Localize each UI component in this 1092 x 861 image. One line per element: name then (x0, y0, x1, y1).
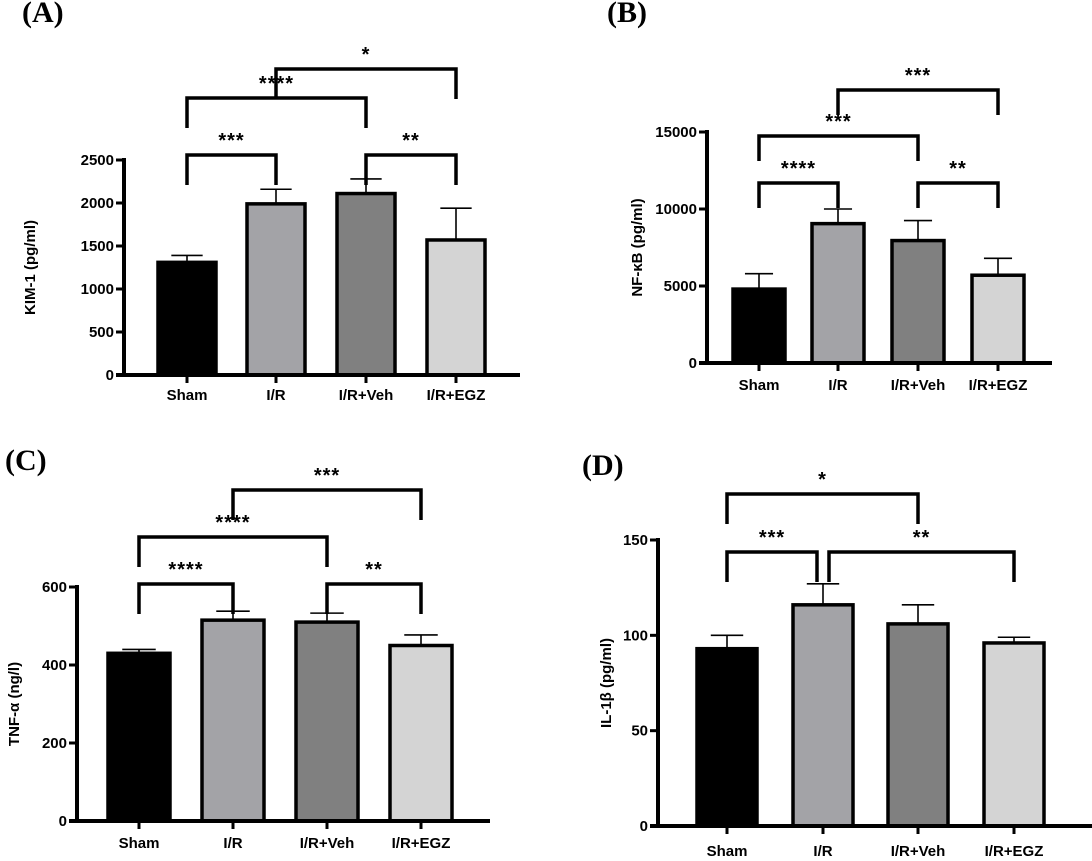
x-tick-label: I/R+EGZ (969, 377, 1028, 394)
bar-i-r (791, 603, 855, 828)
y-tick-label: 5000 (664, 278, 697, 295)
y-tick-label: 0 (640, 818, 648, 835)
bar-i-r (810, 221, 866, 365)
y-axis-title: IL-1β (pg/ml) (598, 638, 615, 728)
panel-label: (C) (5, 444, 47, 477)
significance-label: *** (218, 130, 244, 152)
y-tick-label: 1000 (81, 281, 114, 298)
panel-label: (B) (607, 0, 647, 29)
y-tick-label: 2500 (81, 152, 114, 169)
y-tick-label: 400 (42, 657, 67, 674)
x-tick-label: I/R (828, 377, 847, 394)
panel-b: (B) NF-κB (pg/ml) 0 5000 10000 15000 Sham I/R I/… (607, 0, 1052, 394)
x-tick-label: I/R (223, 835, 242, 852)
significance-label: * (362, 44, 371, 66)
y-tick-label: 100 (623, 627, 648, 644)
y-tick-label: 1500 (81, 238, 114, 255)
y-tick-label: 0 (106, 367, 114, 384)
significance-label: ** (365, 559, 383, 581)
panel-a: (A) KIM-1 (pg/ml) 0 500 1000 1500 2000 2500 Sham… (22, 0, 520, 404)
significance-label: **** (781, 158, 816, 180)
significance-bracket (325, 582, 423, 614)
significance-bracket (827, 550, 1016, 582)
panel-c: (C) TNF-α (ng/l) 0 200 400 600 Sham I/R I/R+Veh I… (5, 444, 490, 852)
bar-sham (156, 260, 218, 377)
x-tick-label: I/R (266, 387, 285, 404)
y-tick-label: 150 (623, 532, 648, 549)
x-tick-label: I/R+Veh (891, 843, 946, 860)
significance-bracket (725, 550, 819, 582)
panel-d: (D) IL-1β (pg/ml) 0 50 100 150 Sham I/R I/R+Veh I… (582, 449, 1092, 860)
bar-i-r-veh (886, 622, 950, 828)
significance-bracket (836, 88, 1000, 115)
x-tick-label: I/R+EGZ (392, 835, 451, 852)
y-axis-title: NF-κB (pg/ml) (629, 198, 646, 296)
y-tick-label: 2000 (81, 195, 114, 212)
significance-bracket (137, 582, 235, 614)
y-tick-label: 0 (59, 813, 67, 830)
bar-sham (106, 651, 172, 823)
bar-i-r-egz (982, 641, 1046, 828)
x-tick-label: Sham (739, 377, 780, 394)
bar-i-r-veh (294, 620, 360, 823)
bar-sham (695, 646, 759, 828)
y-axis-title: KIM-1 (pg/ml) (22, 220, 39, 315)
y-tick-label: 200 (42, 735, 67, 752)
bar-i-r-egz (388, 643, 454, 823)
bar-i-r-veh (335, 191, 397, 377)
significance-label: *** (759, 527, 785, 549)
panel-label: (D) (582, 449, 624, 482)
bar-i-r-veh (890, 238, 946, 365)
y-tick-label: 500 (89, 324, 114, 341)
y-axis-title: TNF-α (ng/l) (6, 662, 23, 746)
bar-sham (731, 287, 787, 365)
y-tick-label: 0 (689, 355, 697, 372)
y-tick-label: 10000 (655, 201, 697, 218)
y-tick-label: 50 (631, 723, 648, 740)
x-tick-label: Sham (707, 843, 748, 860)
significance-bracket (185, 96, 368, 128)
significance-label: ** (913, 527, 931, 549)
x-tick-label: Sham (119, 835, 160, 852)
significance-bracket (916, 181, 1000, 208)
significance-bracket (137, 535, 329, 567)
panel-label: (A) (22, 0, 64, 29)
x-tick-label: I/R+EGZ (985, 843, 1044, 860)
significance-bracket (725, 492, 920, 524)
y-tick-label: 600 (42, 579, 67, 596)
significance-label: * (818, 469, 827, 491)
significance-bracket (757, 181, 840, 208)
bar-i-r (245, 202, 307, 377)
significance-label: *** (314, 465, 340, 487)
significance-label: **** (215, 512, 250, 534)
significance-bracket (274, 67, 458, 99)
significance-bracket (757, 134, 920, 161)
x-tick-label: I/R+Veh (339, 387, 394, 404)
x-tick-label: Sham (167, 387, 208, 404)
x-tick-label: I/R (813, 843, 832, 860)
x-tick-label: I/R+Veh (300, 835, 355, 852)
x-tick-label: I/R+EGZ (427, 387, 486, 404)
significance-label: ** (402, 130, 420, 152)
significance-bracket (364, 153, 458, 185)
significance-label: *** (825, 111, 851, 133)
bar-i-r-egz (425, 238, 487, 377)
x-tick-label: I/R+Veh (891, 377, 946, 394)
y-tick-label: 15000 (655, 124, 697, 141)
significance-label: ** (949, 158, 967, 180)
significance-bracket (185, 153, 278, 185)
significance-label: **** (168, 559, 203, 581)
bar-i-r-egz (970, 273, 1026, 365)
significance-label: *** (905, 65, 931, 87)
bar-i-r (200, 618, 266, 823)
significance-bracket (231, 488, 423, 520)
